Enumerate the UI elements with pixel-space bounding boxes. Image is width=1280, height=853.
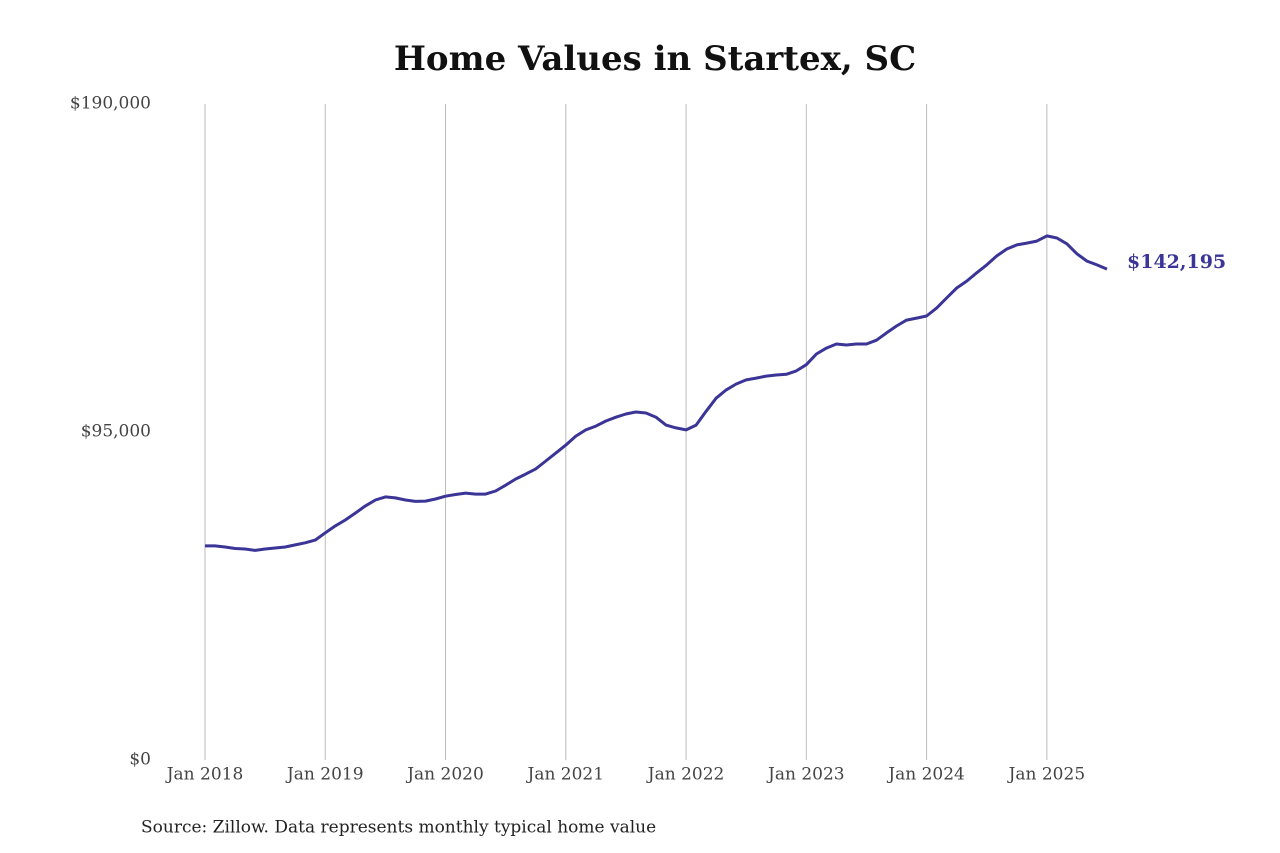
chart-title: Home Values in Startex, SC [394, 39, 916, 79]
y-tick-label: $95,000 [81, 422, 151, 442]
y-tick-label: $0 [129, 750, 151, 770]
x-tick-label: Jan 2024 [886, 765, 965, 785]
x-tick-label: Jan 2020 [405, 765, 484, 785]
x-tick-label: Jan 2023 [766, 765, 845, 785]
y-tick-label: $190,000 [70, 94, 151, 114]
x-tick-label: Jan 2019 [285, 765, 364, 785]
x-tick-label: Jan 2022 [646, 765, 725, 785]
x-tick-label: Jan 2025 [1007, 765, 1086, 785]
x-tick-label: Jan 2018 [165, 765, 244, 785]
end-value-label: $142,195 [1127, 251, 1226, 273]
line [205, 234, 1108, 552]
x-tick-label: Jan 2021 [526, 765, 605, 785]
source-note: Source: Zillow. Data represents monthly … [141, 818, 656, 838]
